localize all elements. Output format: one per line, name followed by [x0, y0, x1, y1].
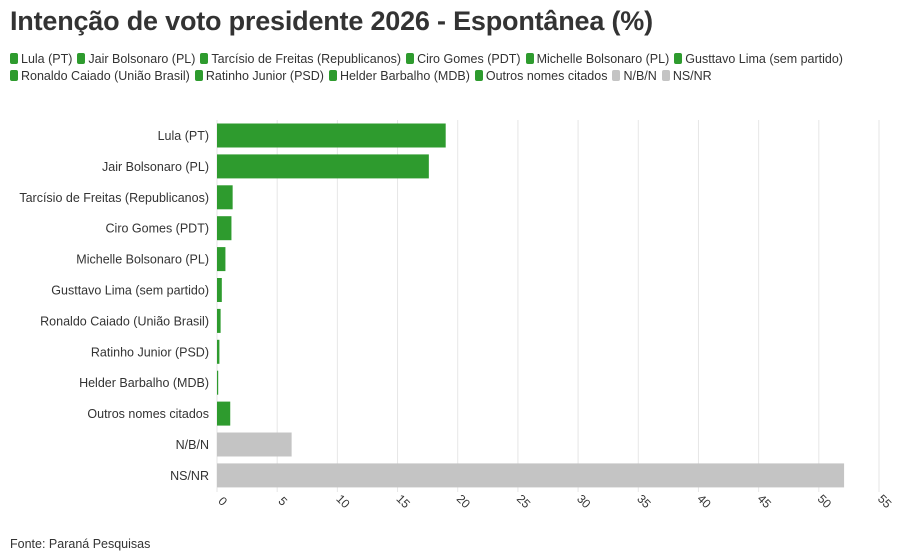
x-tick-label: 5	[276, 494, 291, 509]
bar	[217, 370, 219, 395]
legend-label: NS/NR	[672, 68, 712, 83]
legend-item: Jair Bolsonaro (PL)	[77, 51, 195, 68]
legend-item: NS/NR	[661, 68, 712, 85]
legend-item: Ciro Gomes (PDT)	[406, 51, 521, 68]
bar	[217, 432, 292, 457]
legend-swatch	[200, 53, 209, 64]
source-note: Fonte: Paraná Pesquisas	[10, 537, 151, 551]
bar	[217, 339, 220, 364]
x-tick-label: 55	[875, 492, 895, 512]
category-label: Jair Bolsonaro (PL)	[102, 160, 209, 174]
bar	[217, 185, 233, 210]
category-label: Ciro Gomes (PDT)	[106, 222, 209, 236]
bar-chart: Lula (PT) Jair Bolsonaro (PL) Tarcísio de …	[19, 120, 895, 512]
legend-swatch	[328, 69, 337, 81]
bar	[217, 278, 222, 302]
category-label: N/B/N	[176, 438, 209, 452]
legend-item: Helder Barbalho (MDB)	[328, 68, 470, 85]
category-label: Lula (PT)	[158, 129, 209, 143]
bar	[217, 308, 221, 333]
category-label: Ratinho Junior (PSD)	[91, 345, 209, 359]
legend-label: Jair Bolsonaro (PL)	[88, 52, 196, 66]
x-tick-label: 30	[574, 492, 594, 512]
legend-swatch	[525, 53, 534, 64]
legend-item: Ronaldo Caiado (União Brasil)	[10, 68, 190, 85]
legend-item: Outros nomes citados	[474, 68, 608, 85]
legend-label: Outros nomes citados	[485, 68, 608, 83]
legend-swatch	[474, 69, 483, 81]
legend-label: Michelle Bolsonaro (PL)	[536, 52, 670, 66]
x-tick-label: 15	[394, 492, 414, 512]
x-tick-label: 20	[454, 492, 474, 512]
x-tick-label: 35	[634, 492, 654, 512]
legend-item: Gusttavo Lima (sem partido)	[674, 51, 843, 68]
legend-swatch	[194, 69, 203, 81]
x-tick-label: 45	[755, 492, 775, 512]
legend-label: Ronaldo Caiado (União Brasil)	[21, 68, 190, 83]
legend-item: N/B/N	[612, 68, 657, 85]
legend-swatch	[406, 53, 415, 64]
bar	[217, 123, 446, 148]
legend-swatch	[10, 53, 18, 64]
legend-item: Lula (PT)	[10, 51, 72, 68]
legend-item: Ratinho Junior (PSD)	[194, 68, 324, 85]
legend-swatch	[77, 53, 86, 64]
bar	[217, 247, 226, 272]
category-label: Tarcísio de Freitas (Republicanos)	[19, 191, 209, 205]
bar	[217, 154, 429, 179]
x-tick-label: 10	[333, 492, 353, 512]
legend-item: Michelle Bolsonaro (PL)	[525, 51, 670, 68]
x-tick-label: 40	[694, 492, 714, 512]
bar	[217, 401, 231, 426]
legend-swatch	[674, 53, 683, 64]
legend-label: Ciro Gomes (PDT)	[417, 52, 521, 66]
legend-label: Ratinho Junior (PSD)	[205, 68, 324, 83]
legend-label: Gusttavo Lima (sem partido)	[685, 52, 843, 66]
category-label: NS/NR	[170, 469, 209, 483]
x-tick-label: 0	[215, 494, 230, 509]
bar	[217, 463, 845, 488]
legend-label: N/B/N	[623, 68, 657, 83]
legend-swatch	[612, 69, 621, 81]
chart-legend: Lula (PT) Jair Bolsonaro (PL) Tarcísio de …	[10, 51, 880, 84]
legend-label: Tarcísio de Freitas (Republicanos)	[211, 52, 402, 66]
category-label: Ronaldo Caiado (União Brasil)	[40, 314, 209, 328]
legend-item: Tarcísio de Freitas (Republicanos)	[200, 51, 401, 68]
bar	[217, 216, 232, 241]
legend-swatch	[661, 69, 670, 81]
x-tick-label: 50	[815, 492, 835, 512]
legend-swatch	[10, 69, 18, 81]
legend-label: Helder Barbalho (MDB)	[339, 68, 470, 83]
x-tick-label: 25	[514, 492, 534, 512]
chart-title: Intenção de voto presidente 2026 - Espon…	[10, 6, 653, 36]
category-label: Gusttavo Lima (sem partido)	[51, 284, 209, 298]
category-label: Michelle Bolsonaro (PL)	[76, 253, 209, 267]
category-label: Helder Barbalho (MDB)	[79, 376, 209, 390]
category-label: Outros nomes citados	[87, 407, 209, 421]
legend-label: Lula (PT)	[21, 52, 73, 66]
